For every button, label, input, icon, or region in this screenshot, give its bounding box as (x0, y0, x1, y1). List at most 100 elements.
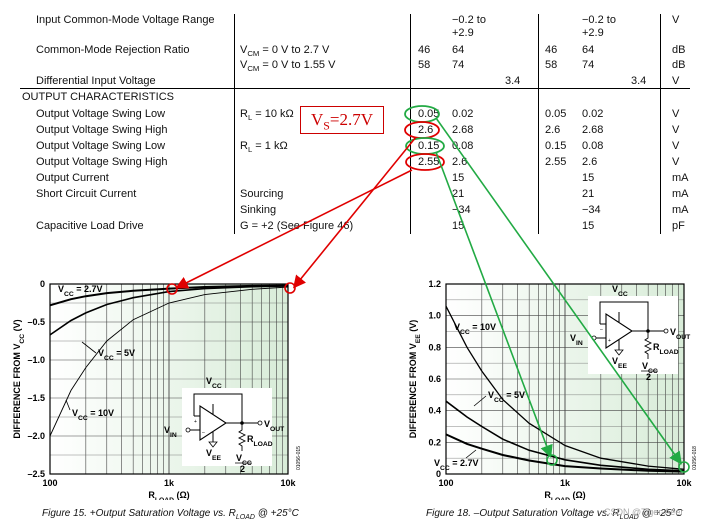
rload-resistor (237, 423, 247, 451)
plus-sign: – (600, 327, 603, 333)
table-cell-typ1: 2.6 (452, 156, 468, 168)
y-tick-label: –2.5 (27, 469, 45, 479)
table-cell-typ1: 15 (452, 220, 465, 232)
x-tick-label: 1k (560, 478, 571, 488)
table-cell-cond: RL = 10 kΩ (240, 108, 294, 123)
left-chart: 0 –0.5 –1.0 –1.5 –2.0 –2.5 100 1k 10k RLOAD (Ω) DI… (0, 268, 305, 500)
table-cell-unit: V (672, 75, 680, 87)
y-tick-label: 0 (40, 279, 45, 289)
table-cell-typ1: 2.68 (452, 124, 474, 136)
table-cell-param: Differential Input Voltage (36, 75, 156, 87)
vout-node (257, 420, 263, 426)
figure-code: 01056-015 (296, 446, 302, 470)
series-line (49, 286, 289, 437)
y-axis-label: DIFFERENCE FROM VEE (V) (408, 320, 422, 439)
vin-node (591, 335, 597, 341)
table-cell-typ1: 74 (452, 59, 465, 71)
table-cell-min1: 2.6 (418, 124, 434, 136)
table-hline (20, 88, 690, 89)
table-cell-typ1: −34 (452, 204, 471, 216)
table-cell-typ2: −34 (582, 204, 601, 216)
table-cell-cond: Sourcing (240, 188, 284, 200)
table-cell-typ1: 0.02 (452, 108, 474, 120)
watermark: CSDN @Tiger-Aeer (604, 507, 684, 517)
series-label-vcc27: VCC = 2.7V (434, 458, 479, 472)
table-cell-param: Input Common-Mode Voltage Range (36, 14, 215, 26)
y-tick-label: 0.8 (428, 342, 441, 352)
x-tick-label: 100 (42, 478, 57, 488)
table-cell-min2: 0.15 (545, 140, 567, 152)
table-cell-unit: V (672, 140, 680, 152)
table-cell-typ2: 64 (582, 44, 595, 56)
ground-symbol (208, 441, 218, 448)
table-vline (538, 14, 539, 234)
table-cell-min1: 0.15 (418, 140, 440, 152)
series-2 (49, 286, 289, 437)
circuit-two-label: 2 (646, 372, 651, 382)
y-tick-label: 1.2 (428, 279, 441, 289)
vout-node (663, 328, 669, 334)
table-cell-param: Capacitive Load Drive (36, 220, 144, 232)
table-cell-typ2: 2.68 (582, 124, 604, 136)
table-cell-typ2: 21 (582, 188, 595, 200)
x-axis-label: RLOAD (Ω) (544, 490, 585, 500)
figure-code: 01056-018 (692, 446, 698, 470)
plus-sign: + (194, 419, 197, 425)
table-cell-unit: mA (672, 188, 689, 200)
label-leader (65, 399, 71, 411)
y-tick-label: –2.0 (27, 431, 45, 441)
table-cell-cond: RL = 1 kΩ (240, 140, 288, 155)
y-tick-label: –1.0 (27, 355, 45, 365)
y-tick-label: 0 (436, 469, 441, 479)
table-cell-typ2: 0.08 (582, 140, 604, 152)
table-cell-typ1: −0.2 to +2.9 (452, 14, 486, 39)
table-cell-cond: G = +2 (See Figure 46) (240, 220, 354, 232)
opamp-triangle (199, 404, 228, 442)
y-tick-label: 0.6 (428, 374, 441, 384)
table-cell-typ2: 15 (582, 172, 595, 184)
table-cell-typ1: 0.08 (452, 140, 474, 152)
minus-sign: + (608, 338, 611, 344)
table-vline (234, 14, 235, 234)
table-cell-min2: 2.6 (545, 124, 561, 136)
x-tick-label: 100 (438, 478, 453, 488)
circuit-bg (588, 296, 678, 374)
vs-label-box: VS=2.7V (300, 106, 384, 134)
y-tick-label: –1.5 (27, 393, 45, 403)
x-axis-label: RLOAD (Ω) (148, 490, 189, 500)
table-cell-unit: mA (672, 204, 689, 216)
x-tick-label: 10k (676, 478, 692, 488)
circuit-vin-label: VIN (164, 425, 177, 439)
table-cell-typ1: 21 (452, 188, 465, 200)
table-cell-unit: pF (672, 220, 685, 232)
table-cell-param: Short Circuit Current (36, 188, 137, 200)
right-chart-caption: Figure 18. –Output Saturation Voltage vs… (426, 508, 683, 521)
table-cell-typ2: 74 (582, 59, 595, 71)
table-cell-cond: VCM = 0 V to 1.55 V (240, 59, 336, 74)
table-cell-min1: 46 (418, 44, 431, 56)
table-cell-typ2: 15 (582, 220, 595, 232)
y-tick-label: 0.4 (428, 406, 441, 416)
table-cell-min2: 0.05 (545, 108, 567, 120)
table-cell-typ2: 0.02 (582, 108, 604, 120)
table-cell-param: Output Current (36, 172, 109, 184)
feedback-wire (193, 393, 243, 423)
table-cell-param: Output Voltage Swing High (36, 124, 168, 136)
table-cell-param: Output Voltage Swing High (36, 156, 168, 168)
right-chart: 1.2 1.0 0.8 0.6 0.4 0.2 0 100 1k 10k RLOAD (Ω) DIFF… (396, 268, 701, 500)
x-tick-label: 1k (164, 478, 175, 488)
table-cell-typ1: 15 (452, 172, 465, 184)
table-cell-param: Output Voltage Swing Low (36, 108, 166, 120)
table-cell-unit: V (672, 156, 680, 168)
table-cell-typ2: 2.6 (582, 156, 598, 168)
table-cell-cond: VCM = 0 V to 2.7 V (240, 44, 330, 59)
table-cell-param: OUTPUT CHARACTERISTICS (22, 91, 174, 103)
circuit-bg (182, 388, 272, 466)
left-chart-caption: Figure 15. +Output Saturation Voltage vs… (42, 508, 299, 521)
table-cell-unit: V (672, 108, 680, 120)
table-cell-min1: 2.55 (418, 156, 440, 168)
